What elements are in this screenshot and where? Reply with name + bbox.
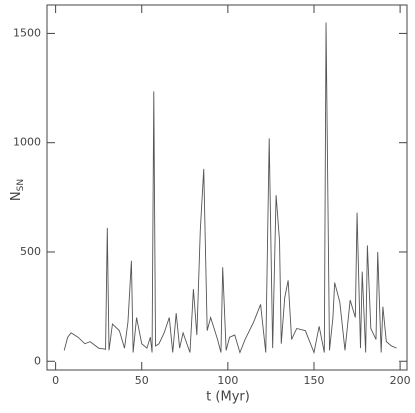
x-tick-label: 200 [390, 374, 411, 387]
x-tick-label: 150 [303, 374, 324, 387]
y-tick-label: 1500 [13, 26, 41, 39]
plot-frame [46, 4, 408, 371]
y-axis-label-text: NSN [9, 179, 26, 201]
data-line [63, 22, 397, 355]
x-axis-label: t (Myr) [206, 390, 250, 405]
y-axis-label: NSN [9, 179, 26, 201]
y-label-sub: SN [16, 179, 26, 191]
x-tick-label: 0 [52, 374, 59, 387]
x-tick-label: 100 [217, 374, 238, 387]
y-label-main: N [9, 191, 24, 201]
x-tick-label: 50 [135, 374, 149, 387]
y-tick-label: 1000 [13, 136, 41, 149]
y-tick-label: 0 [34, 354, 41, 367]
y-tick-label: 500 [20, 245, 41, 258]
